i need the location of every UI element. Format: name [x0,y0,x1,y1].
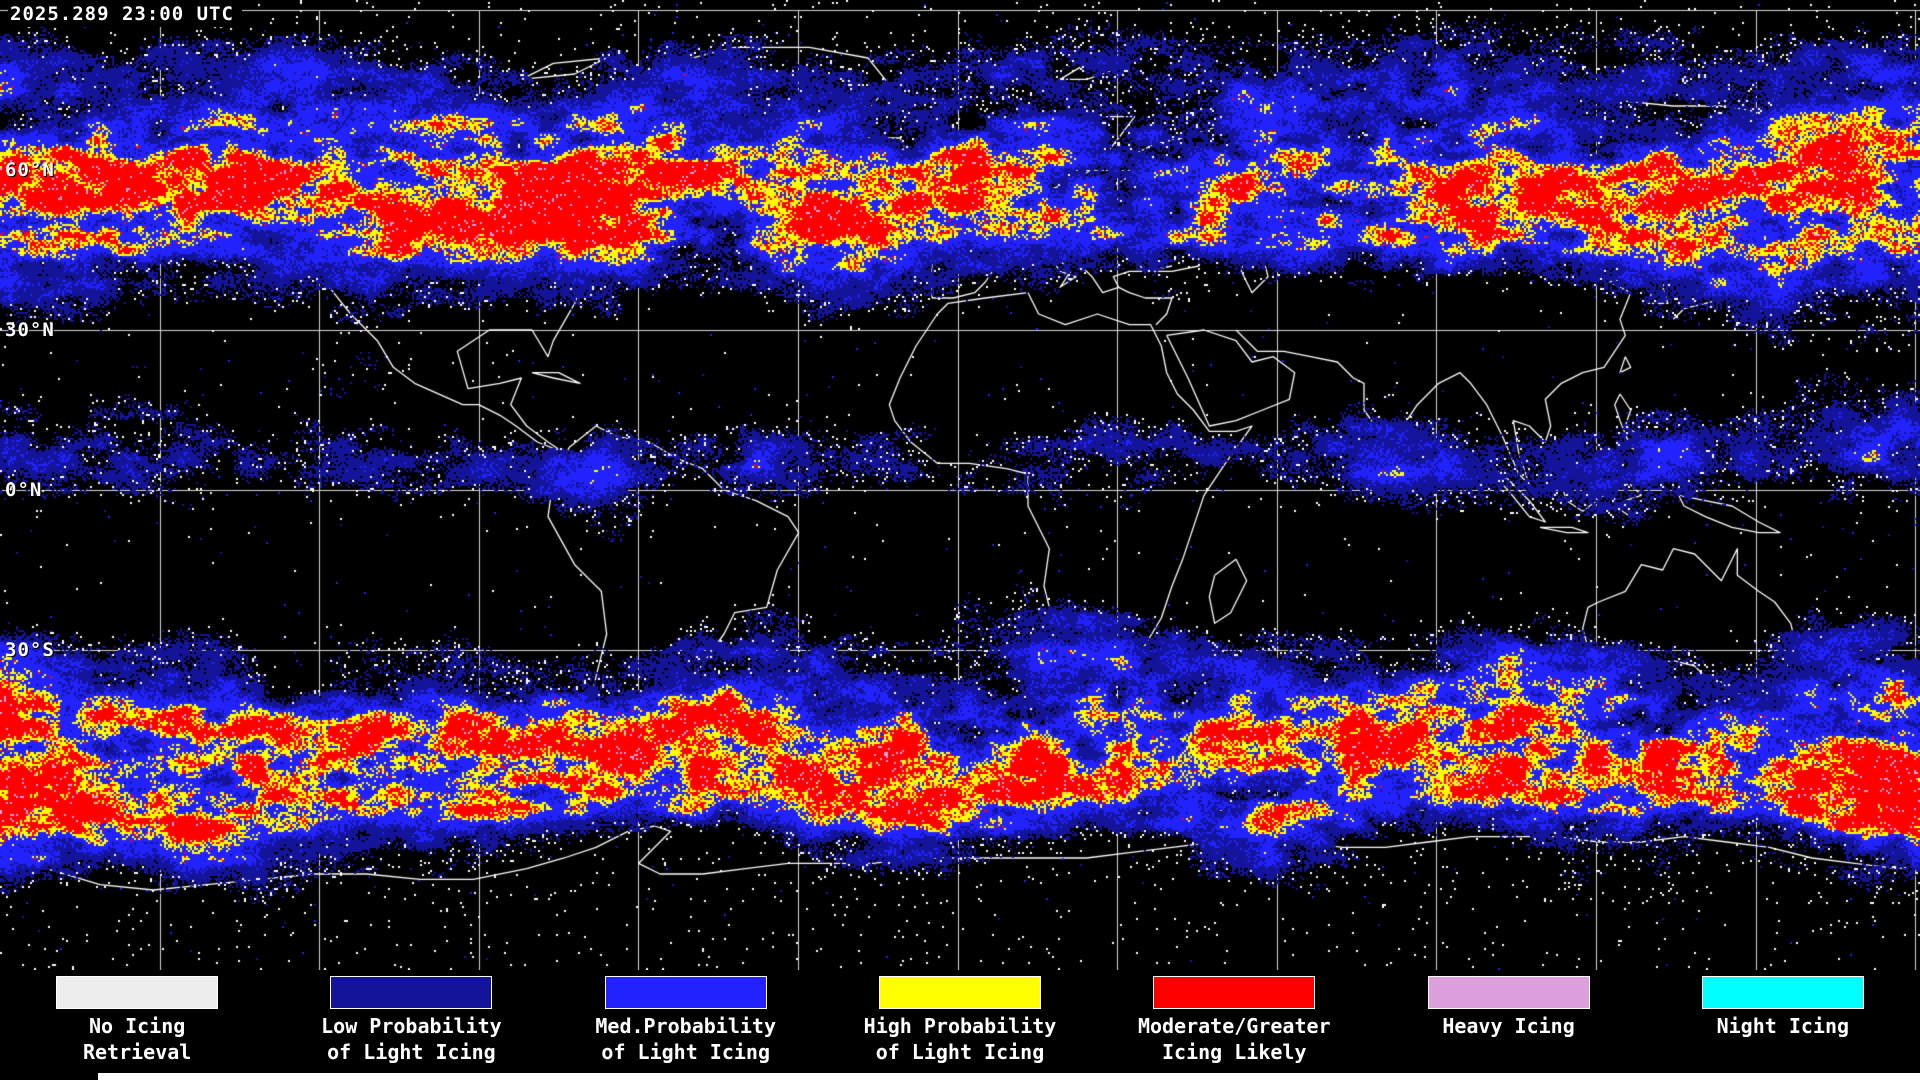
legend-label-line1: Med.Probability [595,1014,777,1038]
latitude-label-30n: 30°N [5,319,55,341]
legend-label-no-icing-retrieval: No Icing Retrieval [83,1013,191,1065]
legend-label-line1: No Icing [88,1014,186,1038]
legend-item-night-icing: Night Icing [1646,970,1920,1080]
legend-item-high-probability: High Probability of Light Icing [823,970,1097,1080]
legend-label-line1: Heavy Icing [1442,1014,1575,1038]
legend-swatch-moderate-greater [1153,976,1316,1009]
legend-swatch-med-probability [604,976,767,1009]
world-icing-map-canvas [0,0,1920,970]
legend-label-line1: Night Icing [1716,1014,1850,1038]
legend: No Icing Retrieval Low Probability of Li… [0,970,1920,1080]
legend-label-night-icing: Night Icing [1717,1013,1849,1039]
legend-swatch-no-icing-retrieval [56,976,219,1009]
legend-item-med-probability: Med.Probability of Light Icing [549,970,823,1080]
legend-item-no-icing-retrieval: No Icing Retrieval [0,970,274,1080]
bottom-border-bar [98,1073,1920,1080]
timestamp: 2025.289 23:00 UTC [8,2,242,27]
legend-label-line2: Icing Likely [1162,1040,1307,1064]
legend-item-moderate-greater: Moderate/Greater Icing Likely [1097,970,1371,1080]
legend-label-high-probability: High Probability of Light Icing [864,1013,1057,1065]
legend-swatch-high-probability [878,976,1041,1009]
legend-item-low-probability: Low Probability of Light Icing [274,970,548,1080]
legend-item-heavy-icing: Heavy Icing [1371,970,1645,1080]
legend-label-line2: Retrieval [82,1040,192,1064]
latitude-label-30s: 30°S [5,639,55,661]
legend-label-heavy-icing: Heavy Icing [1442,1013,1574,1039]
legend-label-line1: High Probability [863,1014,1057,1038]
legend-label-med-probability: Med.Probability of Light Icing [595,1013,776,1065]
legend-label-line2: of Light Icing [327,1040,496,1064]
legend-label-low-probability: Low Probability of Light Icing [321,1013,502,1065]
latitude-label-60n: 60°N [5,159,55,181]
legend-label-line1: Moderate/Greater [1137,1014,1331,1038]
latitude-label-0n: 0°N [5,479,43,501]
legend-label-line2: of Light Icing [875,1040,1045,1064]
legend-label-line1: Low Probability [321,1014,502,1038]
legend-swatch-low-probability [330,976,493,1009]
legend-swatch-heavy-icing [1427,976,1590,1009]
legend-swatch-night-icing [1701,976,1864,1009]
legend-label-moderate-greater: Moderate/Greater Icing Likely [1138,1013,1331,1065]
legend-label-line2: of Light Icing [601,1040,770,1064]
